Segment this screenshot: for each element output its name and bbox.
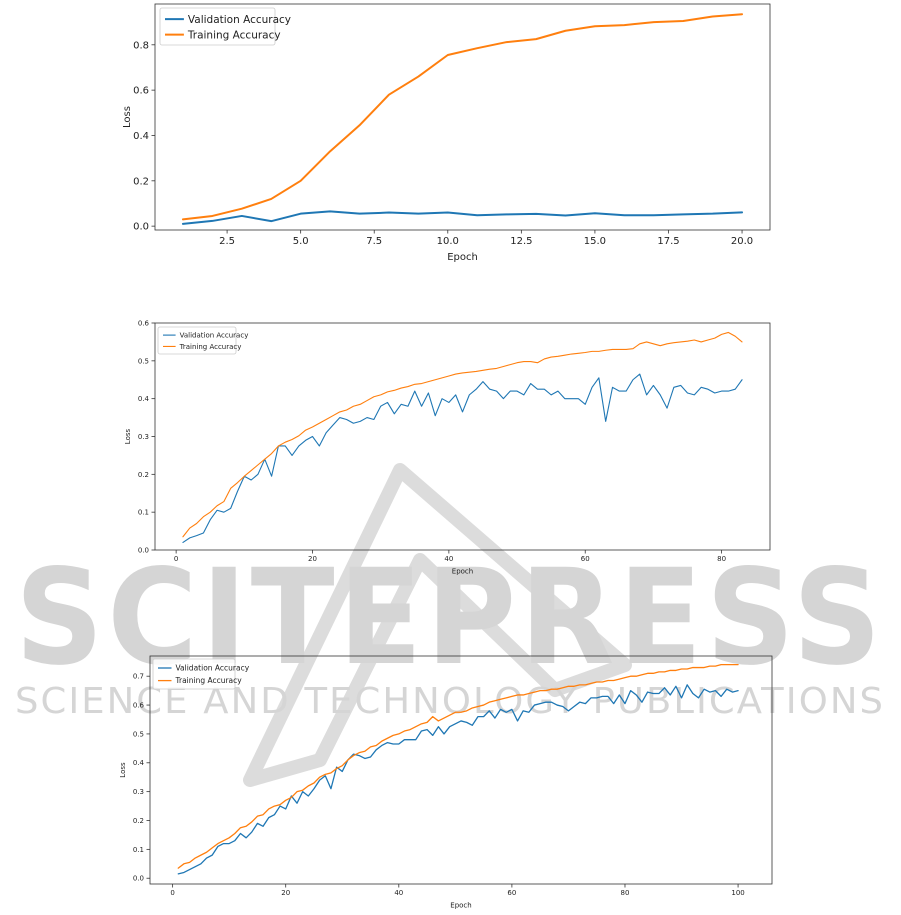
legend: Validation Accuracy Training Accuracy — [157, 326, 249, 355]
y-tick-label: 0.2 — [133, 176, 149, 187]
x-tick-label: 100 — [731, 889, 744, 897]
x-tick-label: 0 — [174, 555, 178, 563]
y-axis-label: Loss — [119, 762, 127, 778]
legend-label: Training Accuracy — [187, 29, 281, 41]
x-tick-label: 7.5 — [366, 236, 382, 247]
x-tick-label: 15.0 — [584, 236, 606, 247]
chart-3: 0 20 40 60 80 100 0.0 0.1 0.2 0.3 0.4 0.5 0.6 0.7 Epoc… — [119, 655, 773, 909]
plot-frame — [149, 655, 773, 885]
validation-accuracy-line — [182, 373, 743, 543]
x-tick-label: 20.0 — [731, 236, 753, 247]
y-tick-label: 0.1 — [133, 846, 144, 854]
y-tick-label: 0.0 — [138, 546, 149, 554]
y-tick-label: 0.8 — [133, 40, 149, 51]
y-tick-label: 0.5 — [138, 357, 149, 365]
chart-1: 2.5 5.0 7.5 10.0 12.5 15.0 17.5 20.0 0.0 0.2 0.4 0.… — [122, 3, 771, 263]
x-axis-label: Epoch — [450, 901, 471, 909]
y-axis-label: Loss — [124, 428, 132, 444]
x-tick-label: 0 — [170, 889, 174, 897]
y-tick-label: 0.4 — [133, 759, 145, 767]
x-tick-label: 40 — [394, 889, 403, 897]
training-accuracy-line — [181, 13, 744, 221]
y-tick-label: 0.1 — [138, 509, 149, 517]
validation-accuracy-line — [177, 684, 739, 875]
legend-label: Validation Accuracy — [180, 332, 249, 340]
y-tick-label: 0.7 — [133, 673, 144, 681]
x-tick-label: 80 — [621, 889, 630, 897]
x-tick-label: 2.5 — [219, 236, 235, 247]
training-accuracy-line — [182, 331, 743, 538]
plot-frame — [154, 3, 771, 231]
x-axis-label: Epoch — [447, 252, 478, 263]
x-tick-label: 20 — [308, 555, 317, 563]
y-tick-label: 0.5 — [133, 730, 144, 738]
x-tick-label: 17.5 — [657, 236, 679, 247]
x-tick-label: 60 — [581, 555, 590, 563]
y-tick-label: 0.3 — [138, 433, 149, 441]
y-tick-label: 0.6 — [133, 86, 149, 97]
legend-label: Validation Accuracy — [188, 14, 291, 26]
legend: Validation Accuracy Training Accuracy — [159, 7, 291, 46]
legend-label: Training Accuracy — [179, 343, 242, 351]
x-tick-label: 5.0 — [293, 236, 309, 247]
x-tick-label: 10.0 — [437, 236, 459, 247]
x-tick-label: 60 — [507, 889, 516, 897]
y-tick-label: 0.0 — [133, 222, 149, 233]
legend: Validation Accuracy Training Accuracy — [152, 658, 250, 690]
y-tick-label: 0.3 — [133, 788, 144, 796]
legend-label: Training Accuracy — [175, 676, 243, 685]
legend-box — [152, 658, 236, 690]
legend-box — [157, 326, 237, 355]
legend-box — [159, 7, 276, 46]
x-tick-label: 40 — [444, 555, 453, 563]
plot-frame — [154, 322, 771, 551]
y-tick-label: 0.2 — [138, 471, 149, 479]
y-tick-label: 0.0 — [133, 875, 144, 883]
y-tick-label: 0.4 — [133, 131, 149, 142]
training-accuracy-line — [177, 664, 739, 869]
validation-accuracy-line — [181, 210, 744, 225]
chart-2: 0 20 40 60 80 0.0 0.1 0.2 0.3 0.4 0.5 0.6 Epoch Loss V… — [124, 319, 771, 575]
x-tick-label: 20 — [281, 889, 290, 897]
y-tick-label: 0.6 — [138, 319, 150, 327]
x-axis-label: Epoch — [452, 567, 473, 575]
x-tick-label: 12.5 — [510, 236, 532, 247]
y-tick-label: 0.6 — [133, 702, 145, 710]
y-axis-label: Loss — [122, 106, 133, 128]
y-tick-label: 0.2 — [133, 817, 144, 825]
y-tick-label: 0.4 — [138, 395, 150, 403]
legend-label: Validation Accuracy — [176, 664, 250, 673]
x-tick-label: 80 — [717, 555, 726, 563]
